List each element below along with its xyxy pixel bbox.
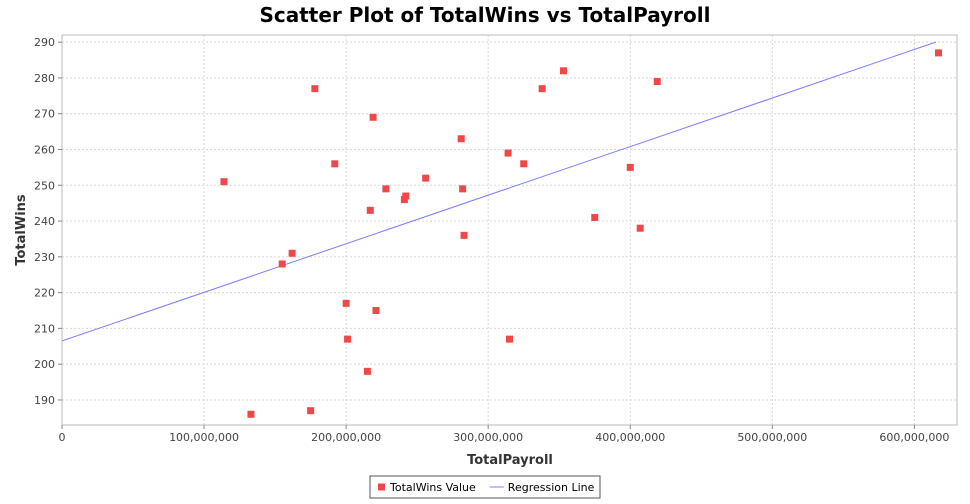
x-tick-label: 500,000,000 [737, 431, 807, 444]
data-point [366, 206, 374, 214]
x-tick-label: 600,000,000 [879, 431, 949, 444]
data-series [62, 41, 943, 418]
y-tick-label: 220 [34, 287, 55, 300]
data-point [504, 149, 512, 157]
data-point [402, 192, 410, 200]
data-point [591, 213, 599, 221]
x-tick-label: 300,000,000 [453, 431, 523, 444]
y-tick-label: 260 [34, 143, 55, 156]
legend-swatch-points [378, 483, 385, 491]
legend: TotalWins Value Regression Line [369, 475, 601, 499]
legend-entry-label: Regression Line [508, 481, 595, 494]
data-point [935, 49, 943, 57]
x-tick-label: 200,000,000 [311, 431, 381, 444]
data-point [538, 85, 546, 93]
data-point [559, 67, 567, 75]
data-point [636, 224, 644, 232]
data-point [626, 163, 634, 171]
data-point [653, 78, 661, 86]
x-axis-label: TotalPayroll [467, 453, 553, 468]
data-point [369, 113, 377, 121]
data-point [331, 160, 339, 168]
data-point [400, 196, 408, 204]
data-point [247, 410, 255, 418]
data-point [382, 185, 390, 193]
data-point [307, 407, 315, 415]
data-point [344, 335, 352, 343]
legend-entry-label: TotalWins Value [389, 481, 476, 494]
y-tick-label: 270 [34, 108, 55, 121]
data-point [278, 260, 286, 268]
y-tick-label: 230 [34, 251, 55, 264]
plot-background [62, 35, 957, 425]
data-point [311, 85, 319, 93]
data-point [422, 174, 430, 182]
y-axis-label: TotalWins [14, 194, 29, 266]
plot-border [61, 34, 958, 426]
y-tick-label: 250 [34, 179, 55, 192]
y-tick-label: 240 [34, 215, 55, 228]
y-tick-label: 280 [34, 72, 55, 85]
data-point [342, 299, 350, 307]
data-point [220, 178, 228, 186]
y-tick-label: 190 [34, 394, 55, 407]
data-point [457, 135, 465, 143]
y-tick-label: 290 [34, 36, 55, 49]
y-tick-label: 200 [34, 358, 55, 371]
axes: 0 100,000,000 200,000,000 300,000,000 400,00… [34, 34, 958, 444]
data-point [363, 367, 371, 375]
plot-area [62, 35, 957, 425]
data-point [460, 231, 468, 239]
x-tick-label: 400,000,000 [595, 431, 665, 444]
legend-box [369, 475, 601, 499]
data-point [288, 249, 296, 257]
data-point [506, 335, 513, 343]
y-tick-label: 210 [34, 322, 55, 335]
x-tick-label: 0 [59, 431, 66, 444]
chart-title: Scatter Plot of TotalWins vs TotalPayrol… [259, 3, 710, 27]
regression-line [62, 41, 936, 342]
data-point [459, 185, 467, 193]
data-point [520, 160, 528, 168]
data-point [372, 307, 380, 315]
x-tick-label: 100,000,000 [169, 431, 239, 444]
grid-lines [61, 35, 957, 425]
